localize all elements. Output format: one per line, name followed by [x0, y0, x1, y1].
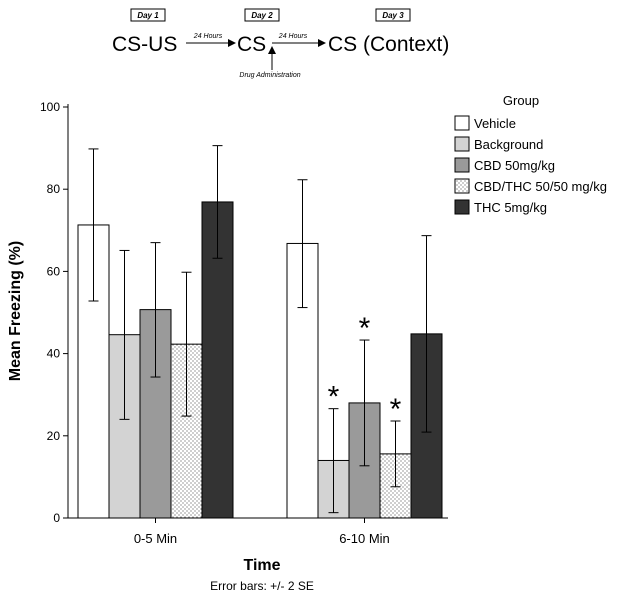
legend-swatch: [454, 199, 470, 215]
y-axis-title: Mean Freezing (%): [7, 241, 24, 381]
x-category-label: 6-10 Min: [339, 531, 390, 546]
legend-label: CBD 50mg/kg: [474, 158, 555, 173]
y-tick-label: 20: [47, 429, 61, 443]
y-tick-label: 80: [47, 182, 61, 196]
legend-swatch: [454, 157, 470, 173]
y-tick-label: 60: [47, 264, 61, 278]
y-tick-label: 0: [53, 511, 60, 525]
y-ticks: 0 20 40 60 80 100: [40, 100, 68, 525]
x-axis-title: Time: [243, 557, 280, 574]
arrow-2-head: [318, 39, 326, 47]
arrow-2-label: 24 Hours: [278, 33, 308, 40]
arrow-1-head: [228, 39, 236, 47]
day2-label: Day 2: [251, 11, 273, 20]
day3-label: Day 3: [382, 11, 404, 20]
day2-box: [244, 8, 280, 22]
stage3-label: CS (Context): [328, 33, 449, 56]
bar-thc-5mg-kg-1: [201, 201, 234, 519]
significance-star: *: [359, 312, 371, 345]
day3-box: [375, 8, 411, 22]
legend-label: CBD/THC 50/50 mg/kg: [474, 179, 607, 194]
stage2-label: CS: [237, 33, 266, 56]
y-tick-label: 100: [40, 100, 60, 114]
x-categories: 0-5 Min 6-10 Min: [134, 518, 390, 546]
day1-label: Day 1: [137, 11, 159, 20]
arrow-1-label: 24 Hours: [193, 33, 223, 40]
day1-box: [130, 8, 166, 22]
significance-star: *: [328, 381, 340, 414]
protocol-diagram: Day 1 Day 2 Day 3 CS-US CS CS (Context) …: [112, 8, 449, 79]
footnote: Error bars: +/- 2 SE: [210, 579, 314, 593]
legend-swatch: [454, 136, 470, 152]
legend-label: Background: [474, 137, 543, 152]
legend: Group Vehicle Background CBD 50mg/kg CBD/TH…: [454, 93, 607, 215]
legend-title: Group: [503, 93, 539, 108]
legend-label: THC 5mg/kg: [474, 200, 547, 215]
significance-star: *: [390, 393, 402, 426]
error-bars: [88, 145, 432, 514]
drug-note: Drug Administration: [239, 72, 300, 79]
legend-swatch: [454, 115, 470, 131]
stage1-label: CS-US: [112, 33, 177, 56]
drug-arrow-head: [268, 46, 276, 54]
legend-label: Vehicle: [474, 116, 516, 131]
significance-marks: * * *: [328, 312, 402, 426]
bars: [77, 201, 443, 519]
x-category-label: 0-5 Min: [134, 531, 177, 546]
y-tick-label: 40: [47, 347, 61, 361]
legend-swatch: [454, 178, 470, 194]
